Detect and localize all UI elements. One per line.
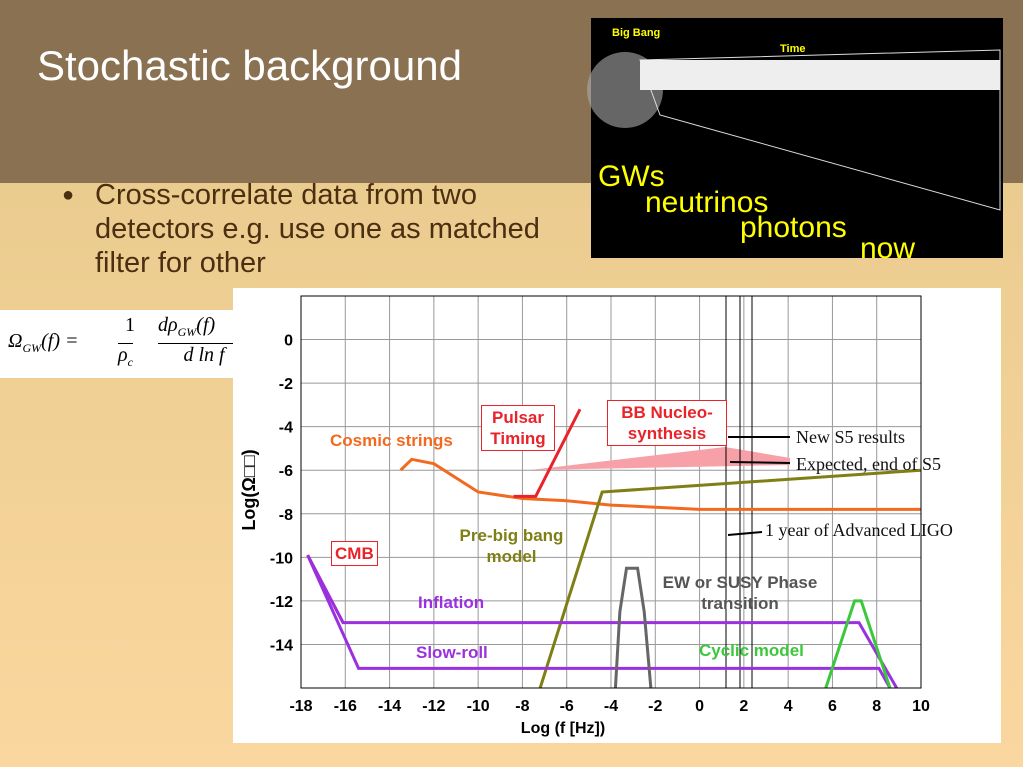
x-tick-label: -2 <box>648 698 662 715</box>
series-label: Cosmic strings <box>330 431 453 450</box>
series-label: Pre-big bang model <box>459 526 564 566</box>
series-line <box>513 408 582 498</box>
now-label: now <box>860 232 915 265</box>
series-label: Cyclic model <box>699 641 804 660</box>
plot-frame <box>300 295 922 689</box>
x-tick-label: -4 <box>604 698 618 715</box>
annotation: Expected, end of S5 <box>796 454 941 474</box>
formula: ΩGW(f) = 1 ρc dρGW(f) d ln f <box>0 310 250 378</box>
time-label: Time <box>780 43 805 55</box>
y-tick-label: -12 <box>270 594 293 611</box>
y-tick-label: -4 <box>279 420 293 437</box>
series-label: Slow-roll <box>416 643 488 662</box>
x-tick-label: 10 <box>912 698 930 715</box>
series-label: EW or SUSY Phase transition <box>662 573 818 613</box>
x-tick-label: -16 <box>334 698 357 715</box>
y-axis-label: Log(Ω□□) <box>239 449 259 530</box>
series-line <box>306 554 892 689</box>
y-tick-label: -14 <box>270 637 293 654</box>
x-tick-label: -12 <box>422 698 445 715</box>
series-line <box>399 457 921 511</box>
annotation: New S5 results <box>796 427 905 447</box>
x-tick-label: 4 <box>784 698 793 715</box>
x-tick-label: -6 <box>560 698 574 715</box>
series-label: CMB <box>331 541 378 566</box>
photon-label: photons <box>740 211 847 244</box>
x-tick-label: 2 <box>739 698 748 715</box>
x-tick-label: -10 <box>467 698 490 715</box>
series-label: Pulsar Timing <box>481 405 555 451</box>
arrow <box>727 531 763 536</box>
x-tick-label: 6 <box>828 698 837 715</box>
x-tick-label: -8 <box>515 698 529 715</box>
series-line <box>824 599 892 689</box>
bullet-text: Cross-correlate data from two detectors … <box>95 179 540 279</box>
y-tick-label: -8 <box>279 507 293 524</box>
series-line <box>613 566 653 689</box>
arrow <box>729 461 791 464</box>
x-axis-label: Log (f [Hz]) <box>521 720 605 737</box>
series-label: Inflation <box>418 593 485 612</box>
y-tick-label: 0 <box>284 333 293 350</box>
gw-label: GWs <box>598 160 665 193</box>
slide-title: Stochastic background <box>37 42 462 89</box>
y-tick-label: -2 <box>279 376 293 393</box>
x-tick-label: 8 <box>872 698 881 715</box>
s5-region <box>530 447 790 470</box>
timeline-cone <box>639 49 1001 211</box>
big-bang-label: Big Bang <box>612 27 660 39</box>
bullet: ● Cross-correlate data from two detectors… <box>62 178 582 280</box>
era-strip <box>640 60 1000 90</box>
universe-image <box>591 18 1003 258</box>
y-tick-label: -6 <box>279 463 293 480</box>
x-tick-label: -14 <box>378 698 401 715</box>
neutrino-label: neutrinos <box>645 186 768 219</box>
annotation: BB Nucleo-synthesis <box>607 400 727 446</box>
x-tick-label: 0 <box>695 698 704 715</box>
x-tick-label: -18 <box>289 698 312 715</box>
y-tick-label: -10 <box>270 550 293 567</box>
annotation: 1 year of Advanced LIGO <box>765 520 953 540</box>
